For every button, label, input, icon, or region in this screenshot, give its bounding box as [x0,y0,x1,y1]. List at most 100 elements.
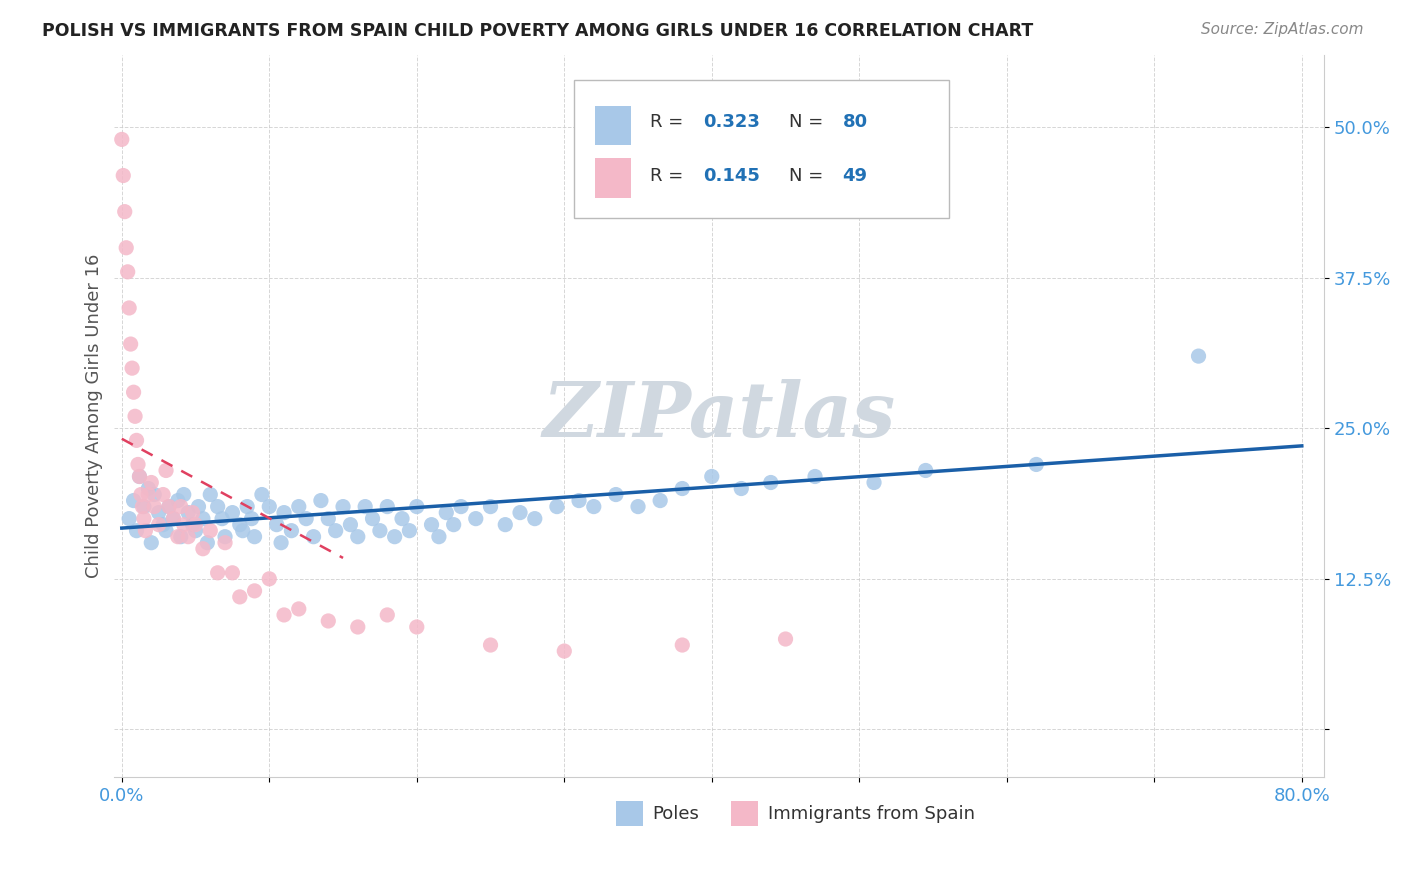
Point [479,500,502,514]
Text: 49: 49 [842,168,868,186]
Point [214,530,236,544]
Point [546,500,568,514]
Point [170,500,193,514]
Point [700,469,723,483]
Point [443,517,465,532]
Point [143,487,166,501]
Point [229,590,252,604]
Point [127,458,149,472]
Point [115,241,138,255]
Point [804,469,827,483]
Point [184,517,207,532]
Text: R =: R = [650,168,689,186]
Point [405,620,427,634]
Point [302,530,325,544]
Point [361,511,384,525]
Point [368,524,391,538]
Point [266,517,288,532]
Point [152,487,174,501]
Point [236,500,259,514]
Point [170,530,193,544]
Point [121,361,143,376]
Point [420,517,443,532]
Point [375,607,398,622]
Point [494,517,516,532]
Text: ZIPatlas: ZIPatlas [543,379,896,453]
Point [131,500,153,514]
Point [243,530,266,544]
Point [118,301,141,315]
Point [863,475,886,490]
Point [259,500,281,514]
Point [232,524,254,538]
Point [181,506,204,520]
Point [295,511,318,525]
Point [914,463,936,477]
Point [128,469,150,483]
Point [211,511,233,525]
Point [759,475,782,490]
Point [191,541,214,556]
Point [523,511,546,525]
Point [162,511,184,525]
Point [221,566,243,580]
Point [605,487,627,501]
Point [384,530,406,544]
Bar [731,801,758,826]
Point [434,506,457,520]
Point [195,535,218,549]
Point [184,524,207,538]
Point [114,204,136,219]
Point [259,572,281,586]
Point [332,500,354,514]
Point [120,337,142,351]
Point [288,500,311,514]
Point [671,482,693,496]
Point [181,517,204,532]
Point [148,517,170,532]
Point [177,506,200,520]
Point [157,500,180,514]
Point [177,530,200,544]
Point [166,493,188,508]
Text: 0.145: 0.145 [703,168,761,186]
Point [173,487,195,501]
Text: 0.323: 0.323 [703,112,761,130]
Text: Source: ZipAtlas.com: Source: ZipAtlas.com [1201,22,1364,37]
Point [128,469,150,483]
Point [141,475,163,490]
Point [111,132,134,146]
Point [582,500,605,514]
Point [568,493,591,508]
Point [346,620,368,634]
Bar [616,801,643,826]
Point [339,517,361,532]
Point [391,511,413,525]
Point [138,487,160,501]
Point [405,500,427,514]
Text: POLISH VS IMMIGRANTS FROM SPAIN CHILD POVERTY AMONG GIRLS UNDER 16 CORRELATION C: POLISH VS IMMIGRANTS FROM SPAIN CHILD PO… [42,22,1033,40]
Point [240,511,263,525]
Point [229,517,252,532]
Point [162,511,184,525]
Point [129,487,152,501]
Point [250,487,273,501]
Text: N =: N = [789,112,830,130]
Point [132,500,155,514]
Point [627,500,650,514]
Point [316,511,339,525]
Point [134,524,156,538]
Point [650,493,672,508]
Point [155,463,177,477]
Point [214,535,236,549]
Point [280,524,302,538]
Point [375,500,398,514]
Point [346,530,368,544]
Point [775,632,797,646]
Point [1025,458,1047,472]
Point [207,566,229,580]
Point [270,535,292,549]
Point [309,493,332,508]
Point [187,500,209,514]
Point [138,482,160,496]
